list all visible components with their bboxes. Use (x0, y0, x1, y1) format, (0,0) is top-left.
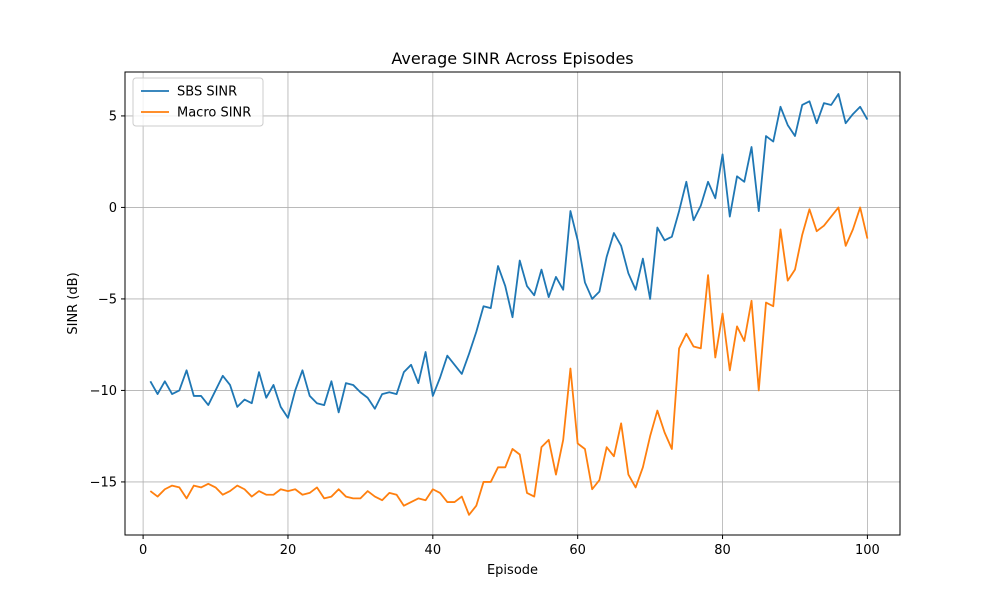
y-tick-label: −10 (90, 384, 117, 399)
x-tick-label: 100 (855, 543, 880, 558)
series-line-2 (149, 206, 869, 516)
series-line-1 (149, 93, 869, 419)
x-tick-label: 80 (714, 543, 731, 558)
axis-ticks: 0 20 40 60 80 100 −15 −10 −5 0 5 (90, 109, 880, 558)
x-tick-label: 60 (569, 543, 586, 558)
x-tick-label: 20 (280, 543, 297, 558)
legend-label-1: SBS SINR (177, 85, 237, 100)
legend-box (132, 77, 264, 127)
series-layer (149, 93, 869, 516)
y-axis-label: SINR (dB) (66, 272, 81, 334)
y-tick-label: −5 (98, 292, 117, 307)
x-tick-label: 40 (425, 543, 442, 558)
legend: SBS SINR Macro SINR (132, 77, 264, 127)
plot-frame (124, 71, 901, 536)
chart-title: Average SINR Across Episodes (391, 49, 633, 68)
y-tick-label: 0 (109, 201, 117, 216)
x-tick-label: 0 (139, 543, 147, 558)
x-axis-label: Episode (487, 563, 538, 578)
y-tick-label: 5 (109, 109, 117, 124)
y-tick-label: −15 (90, 475, 117, 490)
legend-label-2: Macro SINR (177, 106, 251, 121)
